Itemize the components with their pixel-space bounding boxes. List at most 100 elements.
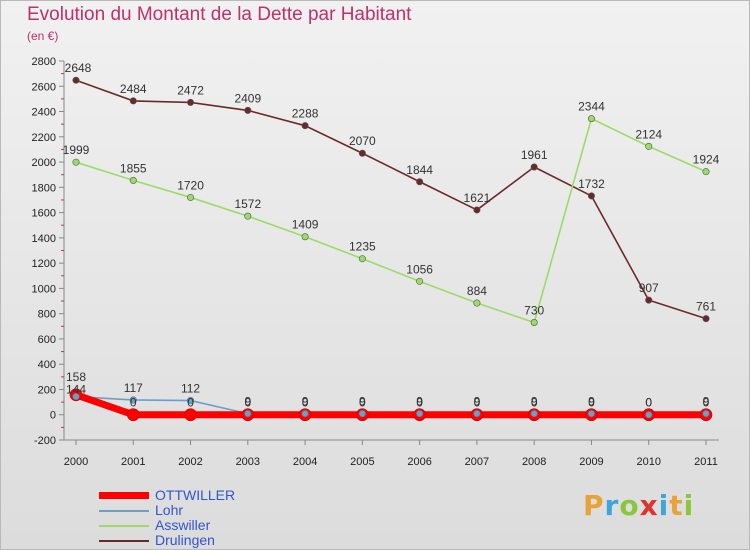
logo-letter: x	[639, 489, 659, 522]
data-label-asswiller: 884	[467, 284, 487, 298]
data-label-asswiller: 1999	[63, 143, 90, 157]
x-tick-label: 2010	[636, 456, 660, 468]
data-label-lohr: 9	[474, 395, 481, 409]
y-tick-label: 2400	[32, 107, 56, 119]
data-label-drulingen: 2288	[292, 107, 319, 121]
data-point-asswiller	[473, 299, 481, 307]
data-point-asswiller	[187, 193, 195, 201]
data-point-drulingen	[244, 106, 252, 114]
logo-letter: P	[583, 489, 605, 522]
y-tick-label: 600	[38, 334, 56, 346]
data-point-lohr-top	[530, 410, 538, 418]
data-label-drulingen: 2409	[234, 91, 261, 105]
data-point-lohr-top	[645, 411, 653, 419]
x-tick-label: 2001	[121, 456, 145, 468]
data-point-asswiller	[301, 233, 309, 241]
data-label-drulingen: 2648	[65, 61, 92, 75]
data-label-drulingen: 1732	[578, 177, 605, 191]
proxiti-logo: Proxiti	[583, 489, 694, 522]
y-tick-label: 2000	[32, 157, 56, 169]
data-point-lohr-top	[416, 410, 424, 418]
y-tick-label: 1400	[32, 233, 56, 245]
logo-letter: i	[683, 489, 695, 522]
data-label-asswiller: 1056	[406, 262, 433, 276]
y-tick-label: 2200	[32, 132, 56, 144]
data-label-lohr: 9	[416, 395, 423, 409]
data-label-ottwiller: 0	[645, 396, 652, 410]
data-label-ottwiller: 0	[531, 396, 538, 410]
series-line-ottwiller	[74, 391, 706, 419]
data-label-drulingen: 1844	[406, 163, 433, 177]
data-label-ottwiller: 0	[359, 396, 366, 410]
data-label-ottwiller: 0	[187, 396, 194, 410]
data-point-ottwiller	[184, 408, 197, 422]
data-label-lohr: 9	[359, 395, 366, 409]
data-point-asswiller	[702, 168, 710, 176]
data-label-ottwiller: 0	[130, 396, 137, 410]
data-label-drulingen: 761	[696, 300, 716, 314]
y-tick-label: 1200	[32, 258, 56, 270]
x-tick-label: 2011	[694, 456, 718, 468]
logo-letter: t	[669, 489, 684, 522]
y-tick-label: 2600	[32, 81, 56, 93]
data-label-ottwiller: 0	[244, 396, 251, 410]
data-label-drulingen: 1961	[521, 148, 548, 162]
data-point-drulingen	[645, 296, 653, 304]
data-label-ottwiller: 0	[416, 396, 423, 410]
data-label-asswiller: 1924	[693, 153, 720, 167]
x-tick-label: 2004	[293, 456, 317, 468]
legend-swatch	[99, 525, 149, 527]
logo-letter: r	[604, 489, 620, 522]
data-point-asswiller	[244, 212, 252, 220]
data-point-drulingen	[187, 98, 195, 106]
y-tick-label: 0	[50, 410, 56, 422]
data-point-lohr-top	[587, 410, 595, 418]
data-point-lohr-top	[244, 410, 252, 418]
data-label-lohr: 117	[124, 381, 143, 395]
logo-letter: i	[658, 489, 670, 522]
x-tick-label: 2008	[522, 456, 546, 468]
data-label-lohr: 112	[181, 382, 200, 396]
x-tick-label: 2005	[350, 456, 374, 468]
data-point-lohr-top	[473, 410, 481, 418]
data-point-lohr-top	[358, 410, 366, 418]
data-label-lohr: 144	[66, 383, 86, 397]
legend-label: Asswiller	[155, 517, 211, 533]
data-label-ottwiller: 158	[66, 370, 86, 384]
data-label-lohr: 9	[703, 395, 710, 409]
chart-subtitle: (en €)	[27, 29, 59, 43]
y-tick-label: -200	[34, 435, 56, 447]
data-label-ottwiller: 0	[703, 396, 710, 410]
y-tick-label: 1600	[32, 208, 56, 220]
data-point-drulingen	[416, 178, 424, 186]
data-label-ottwiller: 0	[588, 396, 595, 410]
data-label-lohr: 0	[645, 396, 652, 410]
legend-label: Lohr	[155, 502, 184, 518]
data-point-asswiller	[416, 277, 424, 285]
y-tick-label: 400	[38, 359, 56, 371]
data-point-drulingen	[129, 97, 137, 105]
legend-label: OTTWILLER	[155, 487, 236, 503]
data-point-drulingen	[473, 206, 481, 214]
data-point-drulingen	[72, 76, 80, 84]
data-label-drulingen: 1621	[464, 191, 491, 205]
data-label-lohr: 9	[302, 395, 309, 409]
data-label-ottwiller: 0	[302, 396, 309, 410]
data-label-lohr: 9	[588, 395, 595, 409]
chart-title: Evolution du Montant de la Dette par Hab…	[27, 4, 412, 25]
data-label-asswiller: 1409	[292, 218, 319, 232]
data-point-lohr-top	[72, 393, 80, 401]
data-label-lohr: 9	[531, 395, 538, 409]
data-point-asswiller	[645, 142, 653, 150]
data-point-asswiller	[129, 176, 137, 184]
x-tick-label: 2003	[236, 456, 260, 468]
data-point-drulingen	[702, 315, 710, 323]
data-label-asswiller: 2344	[578, 100, 605, 114]
y-tick-label: 800	[38, 309, 56, 321]
data-point-lohr-top	[301, 410, 309, 418]
data-label-drulingen: 2484	[120, 82, 147, 96]
data-label-asswiller: 1572	[234, 197, 261, 211]
data-label-asswiller: 1235	[349, 240, 376, 254]
